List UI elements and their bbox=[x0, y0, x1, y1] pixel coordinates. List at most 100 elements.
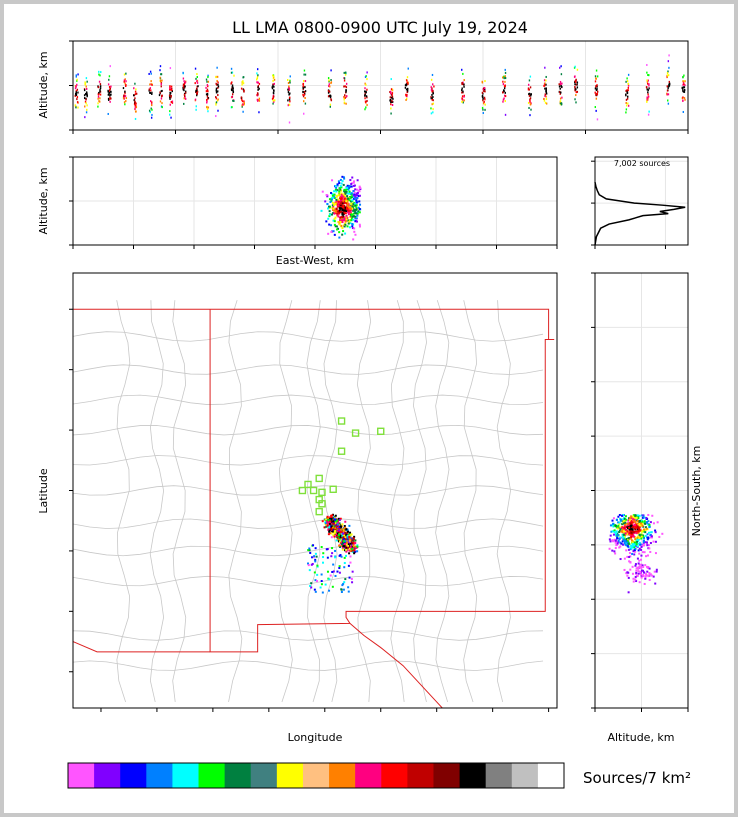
source-mark bbox=[667, 60, 670, 63]
colorbar-swatch bbox=[224, 763, 252, 788]
source-mark bbox=[354, 542, 357, 545]
source-mark bbox=[161, 89, 163, 92]
source-mark bbox=[349, 546, 352, 549]
source-mark bbox=[107, 90, 109, 93]
source-mark bbox=[328, 79, 330, 82]
source-mark bbox=[636, 519, 639, 522]
source-mark bbox=[76, 79, 78, 82]
source-mark bbox=[332, 219, 335, 222]
source-mark bbox=[345, 554, 348, 557]
source-mark bbox=[342, 193, 345, 196]
source-mark bbox=[334, 185, 337, 188]
source-mark bbox=[344, 536, 347, 539]
source-mark bbox=[339, 517, 342, 520]
source-mark bbox=[341, 204, 344, 207]
source-mark bbox=[682, 88, 684, 91]
source-mark bbox=[642, 571, 645, 574]
source-mark bbox=[641, 516, 644, 519]
source-mark bbox=[430, 107, 432, 110]
source-mark bbox=[637, 562, 640, 565]
source-mark bbox=[611, 549, 614, 552]
source-mark bbox=[560, 102, 563, 105]
county-line bbox=[149, 300, 165, 703]
source-mark bbox=[642, 539, 645, 542]
source-mark bbox=[629, 522, 632, 525]
source-mark bbox=[684, 98, 686, 101]
source-mark bbox=[321, 190, 324, 193]
source-mark bbox=[333, 233, 336, 236]
source-mark bbox=[559, 66, 561, 69]
station-marker bbox=[315, 474, 323, 483]
source-mark bbox=[529, 94, 532, 97]
source-mark bbox=[343, 581, 346, 584]
source-mark bbox=[503, 77, 505, 80]
source-mark bbox=[624, 539, 627, 542]
source-mark bbox=[75, 90, 77, 93]
source-mark bbox=[338, 205, 341, 208]
source-mark bbox=[613, 538, 616, 541]
source-mark bbox=[331, 514, 334, 517]
source-mark bbox=[348, 196, 351, 199]
source-mark bbox=[303, 93, 306, 96]
source-mark bbox=[482, 97, 484, 100]
source-mark bbox=[110, 97, 112, 100]
colorbar-swatch bbox=[68, 763, 95, 788]
source-mark bbox=[632, 580, 635, 583]
source-mark bbox=[529, 100, 531, 103]
source-mark bbox=[683, 86, 686, 89]
source-mark bbox=[641, 522, 644, 525]
source-mark bbox=[310, 586, 313, 589]
source-mark bbox=[135, 92, 138, 95]
source-mark bbox=[308, 569, 311, 572]
source-mark bbox=[634, 521, 637, 524]
source-mark bbox=[76, 78, 78, 81]
source-mark bbox=[341, 227, 344, 230]
source-mark bbox=[320, 573, 323, 576]
source-mark bbox=[642, 535, 645, 538]
source-mark bbox=[358, 223, 361, 226]
source-mark bbox=[630, 534, 633, 537]
source-mark bbox=[273, 78, 276, 81]
source-mark bbox=[684, 89, 686, 92]
source-mark bbox=[640, 563, 643, 566]
source-mark bbox=[333, 193, 336, 196]
source-mark bbox=[337, 535, 340, 538]
source-mark bbox=[340, 186, 343, 189]
source-mark bbox=[645, 527, 648, 530]
source-mark bbox=[504, 100, 506, 103]
source-mark bbox=[634, 527, 637, 530]
source-mark bbox=[628, 528, 631, 531]
source-mark bbox=[347, 534, 350, 537]
source-mark bbox=[331, 196, 334, 199]
source-mark bbox=[346, 536, 349, 539]
source-mark bbox=[75, 75, 77, 78]
source-mark bbox=[647, 513, 650, 516]
source-mark bbox=[544, 101, 547, 104]
source-mark bbox=[644, 575, 647, 578]
source-mark bbox=[529, 86, 532, 89]
source-mark bbox=[391, 88, 394, 91]
source-mark bbox=[595, 84, 597, 87]
source-mark bbox=[287, 88, 289, 91]
source-mark bbox=[630, 544, 633, 547]
source-mark bbox=[359, 187, 362, 190]
source-mark bbox=[341, 209, 344, 212]
source-mark bbox=[331, 552, 334, 555]
source-mark bbox=[302, 95, 305, 98]
colorbar-swatch bbox=[276, 763, 304, 788]
source-mark bbox=[206, 83, 209, 86]
source-mark bbox=[311, 556, 314, 559]
source-mark bbox=[633, 543, 636, 546]
source-mark bbox=[342, 209, 345, 212]
source-mark bbox=[334, 201, 337, 204]
source-mark bbox=[646, 538, 649, 541]
source-mark bbox=[340, 588, 343, 591]
source-mark bbox=[619, 519, 622, 522]
source-mark bbox=[231, 81, 233, 84]
source-mark bbox=[389, 91, 391, 94]
source-mark bbox=[608, 547, 611, 550]
source-mark bbox=[331, 201, 334, 204]
source-mark bbox=[644, 529, 647, 532]
source-mark bbox=[287, 99, 289, 102]
source-mark bbox=[340, 591, 343, 594]
